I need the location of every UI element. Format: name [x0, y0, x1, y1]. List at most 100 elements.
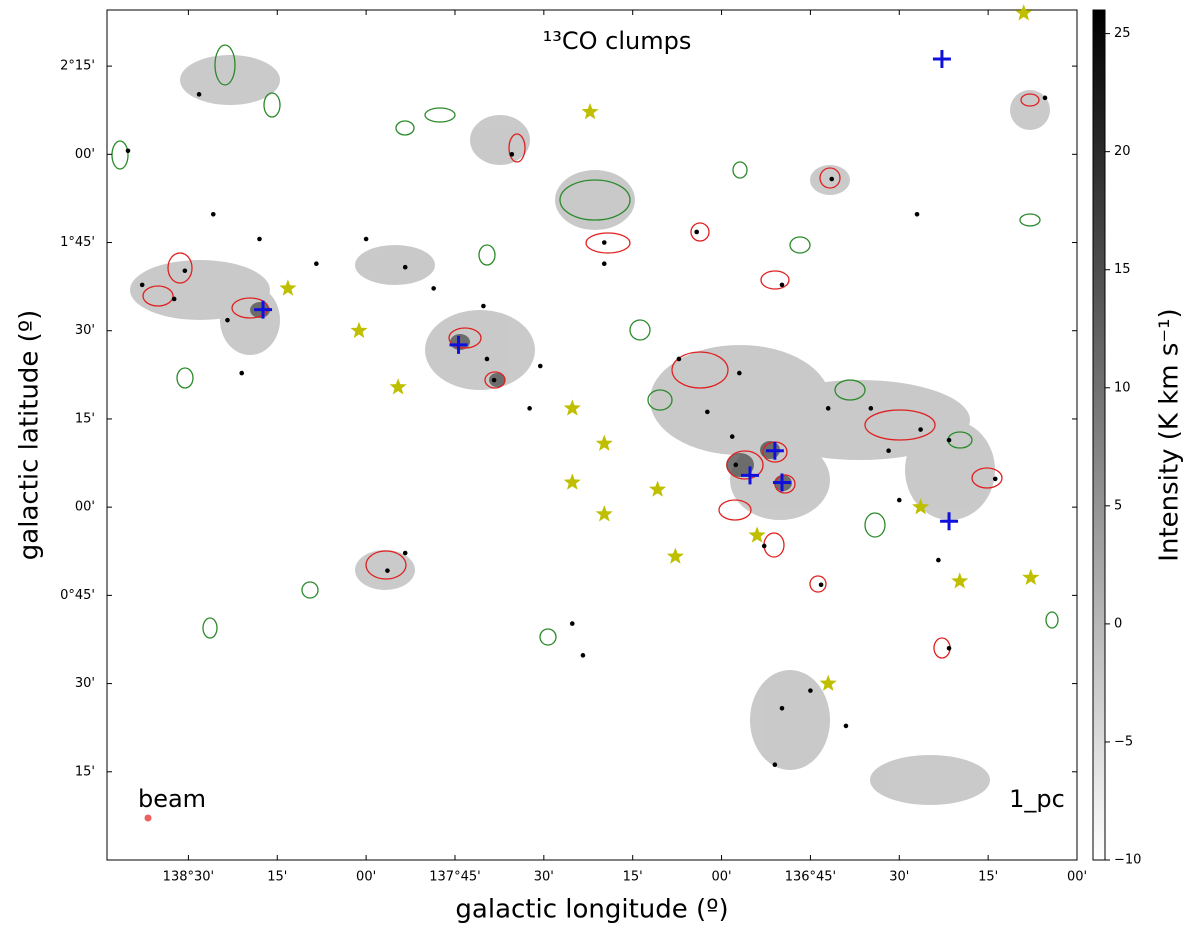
clump-center — [779, 282, 785, 288]
star — [350, 321, 368, 338]
beam-marker — [144, 814, 152, 822]
clump-center — [239, 370, 245, 376]
clump-center — [829, 176, 835, 182]
star — [912, 498, 930, 515]
annotation: 1_pc — [1009, 785, 1065, 813]
star — [1015, 4, 1033, 21]
colorbar-tick-label: 10 — [1114, 380, 1131, 395]
cross — [254, 300, 273, 319]
cross — [772, 473, 791, 492]
clump-center — [676, 356, 682, 362]
x-tick-label: 30' — [534, 870, 554, 885]
clump-center — [537, 363, 543, 369]
y-tick-label: 00' — [75, 147, 95, 162]
clump-center — [843, 723, 849, 729]
clump-center — [772, 762, 778, 768]
colorbar-tick-label: −10 — [1114, 853, 1141, 868]
clump-center — [918, 427, 923, 432]
colorbar-tick-label: −5 — [1114, 734, 1133, 749]
clump-center — [705, 409, 710, 415]
clump-center — [737, 370, 742, 376]
x-tick-label: 138°30' — [163, 870, 214, 885]
cross — [940, 512, 959, 531]
clump-center — [196, 92, 202, 97]
x-tick-label: 00' — [356, 870, 376, 885]
clump-center — [868, 406, 874, 411]
clump-center — [601, 261, 607, 266]
clump-center — [818, 582, 824, 588]
colorbar-tick-label: 20 — [1114, 144, 1131, 159]
clump-center — [385, 568, 390, 573]
clump-center — [1042, 95, 1048, 101]
y-axis-label: galactic latitude (º) — [15, 310, 45, 560]
x-tick-label: 15' — [623, 870, 643, 885]
colorbar-tick-label: 0 — [1114, 616, 1122, 631]
star — [951, 572, 969, 589]
clump-center — [946, 437, 952, 443]
clump-center — [580, 653, 586, 658]
clump-center — [886, 448, 891, 454]
star — [819, 674, 837, 691]
star — [595, 434, 613, 451]
colorbar — [1092, 9, 1106, 861]
clump-center — [139, 282, 145, 288]
x-tick-label: 15' — [267, 870, 287, 885]
clump-center — [491, 377, 497, 383]
star — [649, 480, 667, 497]
x-tick-label: 136°45' — [785, 870, 836, 885]
y-tick-label: 00' — [75, 500, 95, 515]
emission-map — [111, 44, 1059, 805]
clump-center — [171, 296, 177, 302]
x-tick-label: 00' — [711, 870, 731, 885]
clump-center — [481, 303, 486, 309]
clump-center — [182, 268, 188, 274]
x-tick-label: 15' — [978, 870, 998, 885]
star — [563, 473, 581, 490]
clump-center — [569, 621, 575, 626]
x-tick-label: 30' — [889, 870, 909, 885]
colorbar-tick-label: 5 — [1114, 498, 1122, 513]
y-tick-label: 0°45' — [60, 588, 95, 603]
clump-center — [402, 264, 408, 270]
star — [389, 378, 407, 395]
clump-center — [946, 645, 952, 651]
y-tick-label: 1°45' — [60, 235, 95, 250]
clump-center — [225, 317, 230, 323]
clump-center — [257, 236, 262, 242]
clump-center — [896, 497, 902, 503]
clump-center — [527, 406, 532, 411]
x-tick-label: 137°45' — [429, 870, 480, 885]
clump-center — [314, 261, 319, 266]
cross — [765, 441, 784, 460]
star — [563, 399, 581, 416]
clump-center — [936, 557, 941, 563]
x-tick-label: 00' — [1067, 870, 1087, 885]
y-tick-label: 30' — [75, 323, 95, 338]
star — [581, 103, 599, 120]
clump-center — [484, 356, 490, 362]
y-tick-label: 15' — [75, 764, 95, 779]
clump-center — [825, 406, 831, 411]
clump-center — [761, 543, 767, 549]
colorbar-tick-label: 25 — [1114, 26, 1131, 41]
y-tick-label: 30' — [75, 676, 95, 691]
clump-center — [601, 240, 607, 245]
cross — [740, 466, 759, 485]
colorbar-label: Intensity (K km s⁻¹) — [1155, 308, 1185, 561]
clump-center — [694, 229, 699, 235]
colorbar-tick-label: 15 — [1114, 262, 1131, 277]
annotation: beam — [138, 785, 206, 813]
star — [595, 505, 613, 522]
star — [666, 547, 684, 564]
star — [279, 279, 297, 296]
clump-center — [992, 476, 998, 482]
clump-center — [363, 236, 369, 242]
clump-center — [733, 462, 739, 468]
cross — [932, 50, 951, 69]
x-axis-label: galactic longitude (º) — [455, 895, 728, 925]
clump-center — [431, 286, 436, 291]
star — [1022, 568, 1040, 585]
clump-center — [779, 705, 785, 711]
y-tick-label: 2°15' — [60, 59, 95, 74]
